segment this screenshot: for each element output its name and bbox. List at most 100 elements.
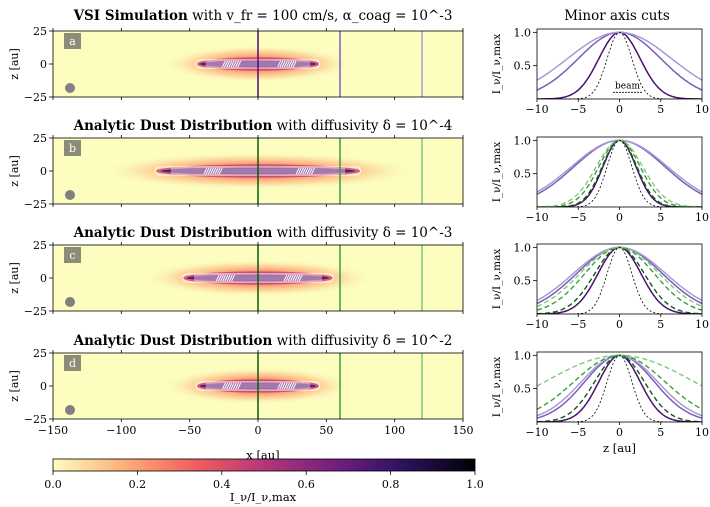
contour-hatch (231, 274, 235, 282)
x-tick-label: 0 (255, 424, 262, 437)
panel-label: b (69, 142, 76, 155)
contour-hatch (222, 274, 227, 282)
contour-hatch (295, 167, 300, 175)
contour-hatch (298, 274, 303, 282)
cut-x-tick-label: −5 (570, 103, 586, 116)
y-axis-label: z [au] (8, 370, 21, 402)
cut-x-tick-label: −10 (525, 211, 548, 224)
contour-hatch (228, 382, 233, 390)
panel-label: c (69, 249, 75, 262)
contour-hatch (232, 382, 237, 390)
contour-hatch (224, 274, 229, 282)
beam-marker (65, 405, 75, 415)
cut-y-axis-label: I_ν/I_ν,max (491, 142, 503, 203)
heatmap-xlabel: x [au] (246, 448, 279, 462)
cut-panel-background (537, 244, 702, 314)
cut-y-tick-label: 0.5 (514, 275, 532, 288)
contour-hatch (230, 60, 235, 68)
contour-hatch (230, 382, 235, 390)
cut-x-tick-label: 0 (616, 318, 623, 331)
contour-hatch (290, 274, 294, 282)
cut-y-tick-label: 1.0 (514, 349, 532, 362)
x-tick-label: 50 (319, 424, 333, 437)
contour-hatch (288, 60, 293, 68)
panel-label: d (69, 357, 76, 370)
contour-hatch (283, 382, 288, 390)
contour-hatch (292, 382, 297, 390)
heatmap-panel-c: c 25 0 −25z [au] (8, 239, 464, 318)
cut-y-tick-label: 1.0 (514, 241, 532, 254)
heatmap-panel-d: d 25 0 −25z [au] −150 −100 −50 0 50 100 150 (8, 347, 474, 437)
panel-label-badge (64, 33, 81, 49)
cut-x-tick-label: 10 (695, 318, 709, 331)
panel-label-badge (64, 247, 81, 263)
contour-hatch (304, 167, 309, 175)
cut-panel-b (537, 137, 702, 207)
contour-hatch (308, 167, 313, 175)
contour-hatch (285, 274, 290, 282)
contour-hatch (228, 274, 233, 282)
beam-profile-line (537, 246, 702, 314)
contour-hatch (224, 382, 228, 390)
x-tick-label: −50 (178, 424, 201, 437)
y-tick-label: 0 (40, 165, 47, 178)
beam-label: beam (615, 81, 640, 91)
cut-y-tick-label: 0.5 (514, 60, 532, 73)
contour-hatch (290, 382, 295, 390)
cut-panel-axes-b: 0.5 1.0 I_ν/I_ν,max −10 −5 0 5 10 (491, 134, 709, 224)
cut-panel-background (537, 29, 702, 99)
cut-x-tick-label: −5 (570, 211, 586, 224)
contour-hatch (221, 60, 226, 68)
heatmap-panel-b: b 25 0 −25z [au] (8, 132, 464, 211)
cut-x-tick-label: −10 (525, 426, 548, 439)
colorbar-tick-label: 0.6 (297, 478, 315, 491)
contour-hatch (226, 274, 231, 282)
contour-hatch (302, 167, 307, 175)
profile-dashed-line (537, 246, 702, 308)
cut-x-tick-label: 10 (695, 426, 709, 439)
contour-hatch (281, 382, 286, 390)
y-tick-label: 0 (40, 380, 47, 393)
panel-a-title: VSI Simulation with v_fr = 100 cm/s, α_c… (73, 8, 453, 24)
contour-hatch (290, 60, 295, 68)
beam-marker (65, 83, 75, 93)
cut-x-tick-label: 0 (616, 103, 623, 116)
contour-hatch (292, 274, 297, 282)
contour-hatch (279, 60, 284, 68)
contour-hatch (283, 60, 288, 68)
contour-hatch (277, 382, 282, 390)
panel-label: a (69, 35, 76, 48)
x-tick-label: 100 (384, 424, 405, 437)
y-tick-label: −25 (24, 305, 47, 318)
contour-hatch (226, 382, 231, 390)
cut-panel-axes-a: beam 0.5 1.0 I_ν/I_ν,max −10 −5 0 5 10 (491, 26, 709, 116)
cut-y-axis-label: I_ν/I_ν,max (491, 34, 503, 95)
cut-x-tick-label: −5 (570, 426, 586, 439)
cut-x-tick-label: −10 (525, 103, 548, 116)
contour-hatch (287, 274, 292, 282)
colorbar: I_ν/I_ν,max 0.0 0.2 0.4 0.6 0.8 1.0 (44, 458, 484, 504)
y-tick-label: −25 (24, 413, 47, 426)
contour-hatch (283, 274, 288, 282)
x-tick-label: −100 (106, 424, 136, 437)
contour-hatch (212, 167, 217, 175)
contour-hatch (306, 167, 311, 175)
cut-x-tick-label: 0 (616, 211, 623, 224)
x-tick-label: −150 (38, 424, 68, 437)
cut-panel-a (537, 29, 702, 99)
contour-hatch (277, 60, 282, 68)
colorbar-tick-label: 0.4 (213, 478, 231, 491)
contour-hatch (207, 167, 212, 175)
cut-panel-axes-d: 0.5 1.0 I_ν/I_ν,max −10 −5 0 5 10 z [au] (491, 349, 709, 455)
colorbar-tick-label: 0.8 (382, 478, 400, 491)
y-tick-label: 25 (33, 132, 47, 145)
beam-profile-line (537, 31, 702, 99)
cut-x-tick-label: −5 (570, 318, 586, 331)
contour-hatch (294, 274, 299, 282)
y-tick-label: 25 (33, 239, 47, 252)
y-tick-label: 0 (40, 272, 47, 285)
colorbar-label: I_ν/I_ν,max (230, 490, 297, 504)
contour-hatch (279, 382, 284, 390)
cut-panel-c (537, 244, 702, 314)
minor-axis-title: Minor axis cuts (564, 8, 670, 24)
